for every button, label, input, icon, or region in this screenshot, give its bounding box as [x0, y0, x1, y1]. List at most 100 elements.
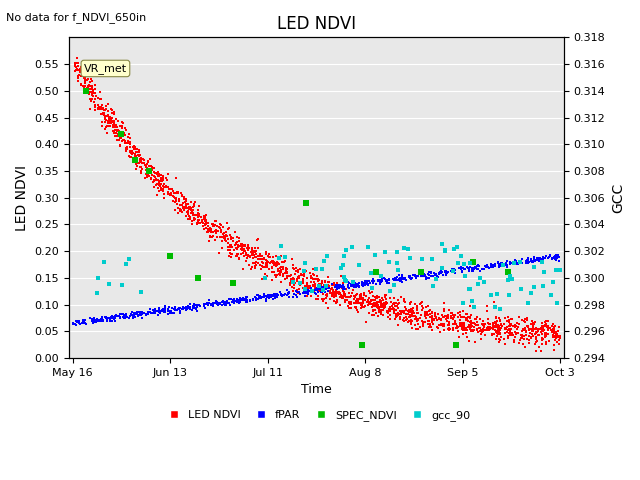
- Point: [515, 259, 525, 267]
- Point: [437, 311, 447, 319]
- Point: [549, 325, 559, 333]
- Point: [143, 170, 153, 178]
- Point: [550, 252, 560, 260]
- Point: [423, 302, 433, 310]
- Point: [261, 256, 271, 264]
- Point: [490, 323, 500, 330]
- Point: [443, 313, 453, 321]
- Point: [534, 256, 544, 264]
- Point: [385, 307, 396, 314]
- Point: [244, 253, 255, 261]
- Point: [384, 276, 394, 283]
- Point: [384, 306, 394, 313]
- Point: [470, 263, 481, 271]
- Point: [481, 262, 492, 270]
- Point: [501, 262, 511, 269]
- Point: [220, 299, 230, 306]
- Point: [134, 152, 145, 160]
- Point: [211, 228, 221, 236]
- Point: [80, 319, 90, 326]
- Point: [118, 136, 129, 144]
- Point: [346, 300, 356, 308]
- Point: [146, 310, 156, 317]
- Point: [472, 265, 482, 273]
- Point: [333, 284, 343, 292]
- Point: [170, 199, 180, 206]
- Point: [118, 313, 128, 321]
- Point: [380, 277, 390, 285]
- Point: [111, 121, 121, 129]
- Point: [360, 281, 370, 289]
- Point: [177, 208, 187, 216]
- Point: [290, 279, 300, 287]
- Point: [482, 326, 492, 334]
- Point: [353, 281, 363, 288]
- Point: [400, 275, 410, 283]
- Point: [517, 331, 527, 339]
- Point: [552, 338, 563, 346]
- Point: [118, 132, 129, 139]
- Point: [87, 83, 97, 90]
- Point: [465, 318, 476, 325]
- Point: [220, 233, 230, 240]
- Point: [465, 264, 475, 271]
- Point: [157, 187, 168, 195]
- Point: [489, 330, 499, 337]
- Point: [136, 169, 147, 177]
- Point: [151, 175, 161, 182]
- Point: [358, 297, 368, 305]
- Point: [346, 293, 356, 300]
- Point: [268, 260, 278, 267]
- Point: [464, 323, 474, 331]
- Point: [136, 288, 146, 295]
- Point: [529, 340, 540, 348]
- Point: [548, 331, 558, 338]
- Point: [242, 296, 252, 303]
- Point: [76, 321, 86, 328]
- Point: [441, 269, 451, 277]
- Point: [307, 282, 317, 290]
- Point: [252, 237, 262, 244]
- Point: [468, 323, 479, 330]
- Point: [73, 62, 83, 70]
- Point: [404, 306, 414, 313]
- Point: [324, 284, 334, 292]
- Point: [107, 312, 117, 320]
- Point: [454, 333, 464, 340]
- Point: [259, 292, 269, 300]
- Point: [456, 313, 467, 321]
- Point: [413, 316, 423, 324]
- Point: [317, 295, 328, 302]
- Point: [272, 291, 282, 299]
- Point: [448, 314, 458, 322]
- Point: [236, 296, 246, 304]
- Point: [98, 109, 108, 117]
- Point: [358, 299, 369, 306]
- Point: [156, 186, 166, 194]
- Point: [187, 220, 197, 228]
- Point: [76, 81, 86, 89]
- Point: [160, 306, 170, 314]
- Point: [76, 63, 86, 71]
- Point: [111, 129, 121, 137]
- Point: [139, 156, 149, 164]
- Point: [194, 219, 204, 227]
- Point: [221, 231, 232, 239]
- Point: [230, 297, 241, 305]
- Point: [320, 277, 330, 285]
- Point: [404, 272, 415, 280]
- Point: [246, 248, 256, 255]
- Point: [491, 319, 501, 326]
- Point: [188, 211, 198, 219]
- Point: [460, 273, 470, 280]
- Point: [339, 283, 349, 291]
- Point: [388, 305, 399, 313]
- Point: [370, 302, 380, 310]
- Point: [466, 311, 476, 318]
- Point: [194, 210, 204, 218]
- Point: [351, 303, 361, 311]
- Point: [189, 216, 199, 224]
- Point: [440, 268, 450, 276]
- Point: [317, 286, 327, 294]
- Point: [295, 265, 305, 273]
